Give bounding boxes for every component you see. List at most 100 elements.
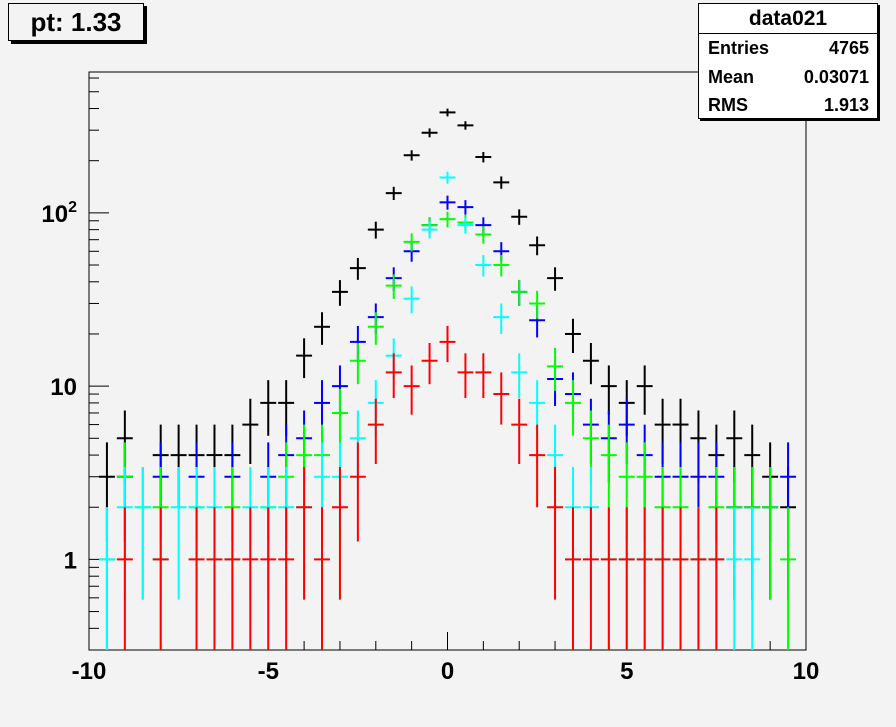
data-point (98, 507, 115, 650)
data-markers (98, 108, 797, 650)
data-point (565, 318, 581, 354)
data-point (331, 466, 348, 600)
data-point (457, 217, 474, 234)
data-point (529, 424, 546, 508)
data-point (600, 424, 617, 508)
data-point (385, 353, 402, 399)
stats-value: 1.913 (823, 95, 869, 116)
stats-name: data021 (699, 4, 877, 34)
data-point (385, 274, 402, 299)
data-point (600, 365, 617, 415)
data-point (565, 507, 581, 650)
stats-label: RMS (708, 95, 748, 116)
x-tick-label: 0 (441, 658, 454, 685)
histogram-title: pt: 1.33 (8, 3, 144, 41)
data-point (547, 347, 564, 391)
data-point (367, 398, 384, 465)
data-point (349, 342, 366, 385)
data-point (421, 221, 438, 239)
data-point (314, 507, 330, 650)
data-point (403, 233, 420, 252)
x-axis: -10 -5 0 5 10 (72, 632, 820, 685)
y-tick-label: 1 (64, 547, 77, 574)
stats-row-mean: Mean 0.03071 (699, 63, 877, 92)
data-point (385, 186, 402, 201)
stats-label: Mean (708, 66, 755, 87)
data-point (547, 267, 564, 291)
data-point (439, 108, 456, 117)
data-point (206, 507, 223, 650)
data-point (744, 507, 761, 650)
data-point (367, 221, 384, 239)
stats-row-entries: Entries 4765 (699, 34, 877, 63)
data-point (654, 507, 671, 650)
data-point (296, 466, 313, 600)
stats-box: data021 Entries 4765 Mean 0.03071 RMS 1.… (698, 3, 878, 119)
data-point (403, 365, 420, 415)
data-point (493, 255, 510, 277)
data-point (421, 342, 438, 385)
y-tick-label: 10 (50, 374, 77, 401)
data-point (242, 507, 259, 650)
data-point (475, 353, 492, 399)
data-point (170, 466, 187, 600)
data-point (475, 152, 492, 163)
data-point (547, 466, 564, 600)
data-point (565, 380, 581, 436)
data-point (331, 388, 348, 449)
data-point (529, 290, 546, 319)
data-point (134, 466, 151, 600)
data-point (690, 507, 707, 650)
stats-value: 0.03071 (803, 66, 869, 87)
data-point (582, 507, 599, 650)
data-point (349, 442, 366, 542)
data-point (403, 150, 420, 161)
data-point (582, 342, 599, 385)
data-point (314, 312, 330, 345)
y-tick-label: 102 (41, 199, 77, 228)
stats-label: Entries (708, 38, 770, 58)
data-point (475, 255, 492, 277)
data-point (511, 353, 528, 399)
data-point (457, 200, 474, 215)
data-point (188, 507, 205, 650)
data-point (511, 209, 528, 225)
data-point (511, 280, 528, 306)
data-point (278, 507, 295, 650)
data-point (618, 507, 635, 650)
data-point (421, 128, 438, 138)
data-point (457, 353, 474, 399)
data-point (636, 507, 653, 650)
data-point (636, 365, 653, 415)
stats-value: 4765 (828, 38, 869, 58)
data-point (260, 507, 277, 650)
x-tick-label: -10 (72, 658, 107, 685)
data-point (439, 325, 456, 363)
data-point (672, 507, 689, 650)
data-point (116, 507, 133, 650)
y-axis: 1 10 102 (41, 77, 109, 651)
x-tick-label: -5 (258, 658, 279, 685)
series-group (116, 325, 725, 650)
data-point (367, 312, 384, 345)
data-point (475, 226, 492, 244)
data-point (296, 338, 313, 379)
data-point (529, 236, 546, 256)
stats-row-rms: RMS 1.913 (699, 91, 877, 120)
data-point (152, 507, 169, 650)
data-point (331, 280, 348, 306)
data-point (780, 507, 797, 650)
data-point (511, 398, 528, 465)
x-tick-label: 10 (793, 658, 820, 685)
data-point (439, 211, 456, 228)
data-point (600, 507, 617, 650)
data-point (403, 286, 420, 314)
data-point (726, 507, 743, 650)
data-point (439, 171, 456, 184)
data-point (493, 372, 510, 425)
data-point (762, 466, 779, 600)
x-tick-label: 5 (620, 658, 633, 685)
data-point (457, 121, 474, 130)
